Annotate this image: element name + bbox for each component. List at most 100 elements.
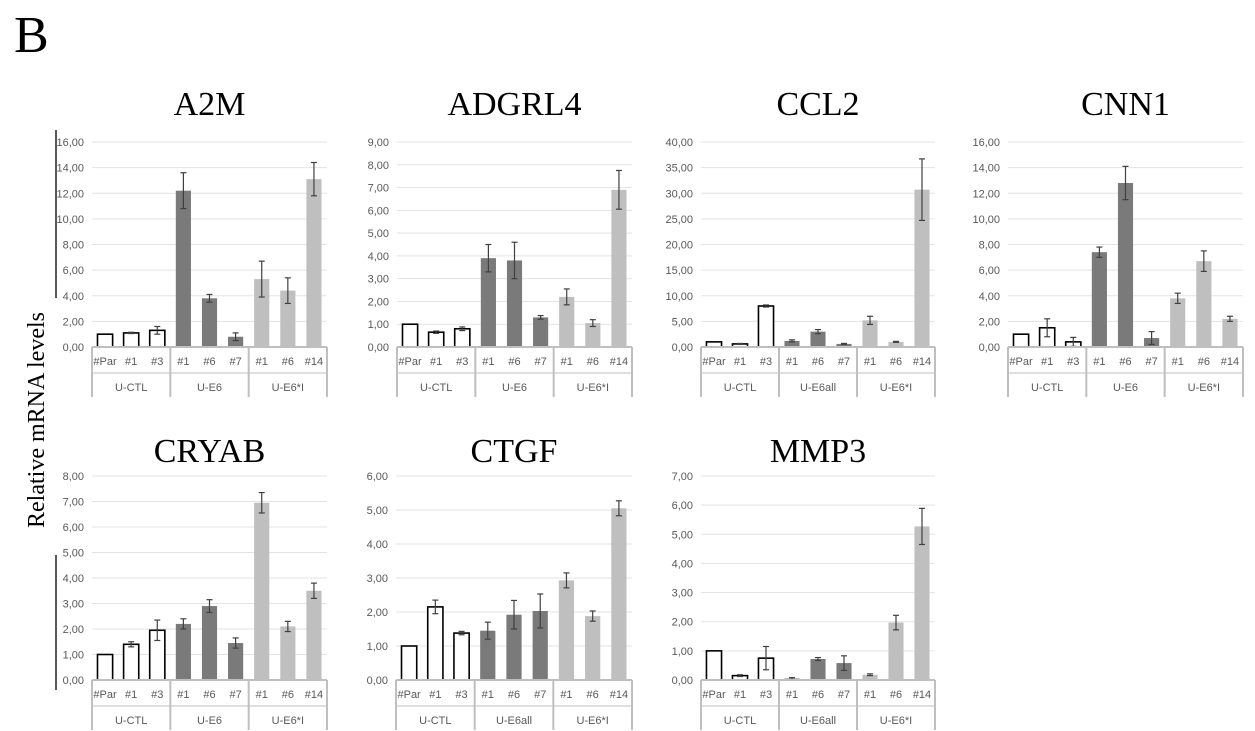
bar	[810, 331, 826, 347]
x-group-label: U-E6	[1113, 382, 1138, 394]
y-tick-label: 7,00	[672, 471, 693, 483]
x-tick-label: #3	[1067, 356, 1079, 368]
y-tick-label: 7,00	[368, 183, 389, 195]
y-tick-label: 2,00	[979, 316, 1000, 328]
bar	[427, 331, 445, 348]
bar	[453, 632, 470, 681]
y-tick-label: 14,00	[972, 163, 1000, 175]
y-tick-label: 9,00	[368, 137, 389, 149]
y-tick-label: 10,00	[665, 291, 693, 303]
bar	[784, 340, 800, 347]
y-tick-label: 0,00	[367, 675, 388, 687]
x-tick-label: #6	[890, 689, 902, 701]
bar	[559, 296, 575, 347]
bar	[175, 623, 191, 680]
y-tick-label: 0,00	[63, 675, 84, 687]
x-group-label: U-E6all	[496, 715, 532, 727]
y-tick-label: 2,00	[367, 607, 388, 619]
bar	[1170, 298, 1186, 347]
x-tick-label: #1	[430, 356, 442, 368]
x-group-label: U-CTL	[420, 382, 452, 394]
x-tick-label: #Par	[702, 689, 726, 701]
x-tick-label: #Par	[397, 689, 421, 701]
x-tick-label: #1	[256, 356, 268, 368]
bar	[1012, 333, 1030, 348]
x-group-label: U-E6*I	[577, 382, 609, 394]
bar	[228, 643, 244, 680]
x-tick-label: #6	[1119, 356, 1131, 368]
y-tick-label: 1,00	[368, 319, 389, 331]
x-tick-label: #14	[1221, 356, 1239, 368]
bar	[201, 606, 218, 680]
y-tick-label: 3,00	[672, 588, 693, 600]
x-tick-label: #6	[203, 689, 215, 701]
x-group-label: U-CTL	[115, 382, 147, 394]
bar	[426, 606, 444, 681]
y-tick-label: 10,00	[972, 214, 1000, 226]
x-tick-label: #14	[913, 689, 931, 701]
chart-adgrl4: ADGRL4 0,00 1,00 2,00 3,00 4,00 5,00 6,00 7,00 8,…	[368, 86, 633, 397]
y-tick-label: 1,00	[367, 641, 388, 653]
x-tick-label: #1	[864, 356, 876, 368]
y-tick-label: 0,00	[672, 342, 693, 354]
chart-cnn1: CNN1 0,00 2,00 4,00 6,00 8,00 10,00 12,00 14,00 1…	[972, 86, 1244, 397]
chart-title: ADGRL4	[447, 86, 581, 123]
x-tick-label: #7	[534, 689, 546, 701]
y-tick-label: 6,00	[63, 265, 84, 277]
y-tick-label: 12,00	[972, 188, 1000, 200]
x-tick-label: #14	[913, 356, 931, 368]
y-tick-label: 8,00	[368, 160, 389, 172]
y-tick-label: 8,00	[63, 471, 84, 483]
bar	[836, 343, 852, 347]
x-tick-label: #6	[508, 356, 520, 368]
bar	[480, 630, 496, 680]
chart-cryab: CRYAB 0,00 1,00 2,00 3,00 4,00 5,00 6,00 7,00 8,0…	[63, 433, 328, 730]
bar	[96, 333, 114, 348]
y-tick-label: 5,00	[672, 316, 693, 328]
y-tick-label: 4,00	[979, 291, 1000, 303]
bar	[453, 327, 471, 348]
bar	[96, 653, 114, 681]
x-tick-label: #6	[587, 689, 599, 701]
bar	[532, 610, 548, 680]
y-tick-label: 6,00	[979, 265, 1000, 277]
y-tick-label: 5,00	[368, 228, 389, 240]
x-tick-label: #6	[1198, 356, 1210, 368]
y-tick-label: 0,00	[368, 342, 389, 354]
x-tick-label: #14	[305, 689, 323, 701]
x-tick-label: #7	[1145, 356, 1157, 368]
x-group-label: U-E6	[197, 715, 222, 727]
x-group-label: U-E6all	[800, 715, 836, 727]
x-group-label: U-E6	[197, 382, 222, 394]
x-group-label: U-E6*I	[272, 715, 304, 727]
x-tick-label: #1	[560, 689, 572, 701]
chart-ctgf: CTGF 0,00 1,00 2,00 3,00 4,00 5,00 6,00 #Par #1 #3…	[367, 433, 633, 730]
x-tick-label: #Par	[1009, 356, 1033, 368]
y-tick-label: 6,00	[63, 522, 84, 534]
x-tick-label: #3	[456, 356, 468, 368]
x-group-label: U-E6all	[800, 382, 836, 394]
x-tick-label: #6	[812, 356, 824, 368]
x-tick-label: #1	[482, 356, 494, 368]
y-tick-label: 3,00	[367, 573, 388, 585]
y-tick-label: 4,00	[672, 558, 693, 570]
x-tick-label: #1	[429, 689, 441, 701]
x-tick-label: #6	[282, 689, 294, 701]
x-tick-label: #3	[151, 356, 163, 368]
x-group-label: U-CTL	[419, 715, 451, 727]
y-tick-label: 8,00	[63, 240, 84, 252]
x-group-label: U-CTL	[724, 715, 756, 727]
chart-title: MMP3	[770, 433, 866, 470]
y-tick-label: 1,00	[63, 650, 84, 662]
bar	[862, 674, 878, 680]
panel-label: B	[14, 7, 49, 64]
x-tick-label: #1	[561, 356, 573, 368]
bar	[533, 317, 549, 347]
bar	[228, 336, 244, 347]
x-tick-label: #Par	[398, 356, 422, 368]
y-tick-label: 35,00	[665, 163, 693, 175]
x-tick-label: #1	[1172, 356, 1184, 368]
x-tick-label: #7	[838, 356, 850, 368]
x-group-label: U-CTL	[1031, 382, 1063, 394]
